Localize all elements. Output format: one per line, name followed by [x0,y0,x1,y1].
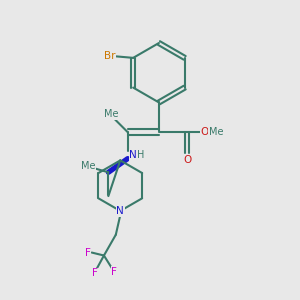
Text: F: F [85,248,91,257]
Text: N: N [116,206,124,216]
Text: O: O [183,154,191,164]
Text: O: O [200,127,208,137]
Text: Me: Me [104,109,118,119]
Text: F: F [92,268,98,278]
Text: N: N [129,150,137,160]
Text: Br: Br [103,51,115,62]
Text: H: H [137,150,145,160]
Text: Me: Me [209,127,224,137]
Text: Me: Me [81,161,96,171]
Text: F: F [111,267,117,277]
